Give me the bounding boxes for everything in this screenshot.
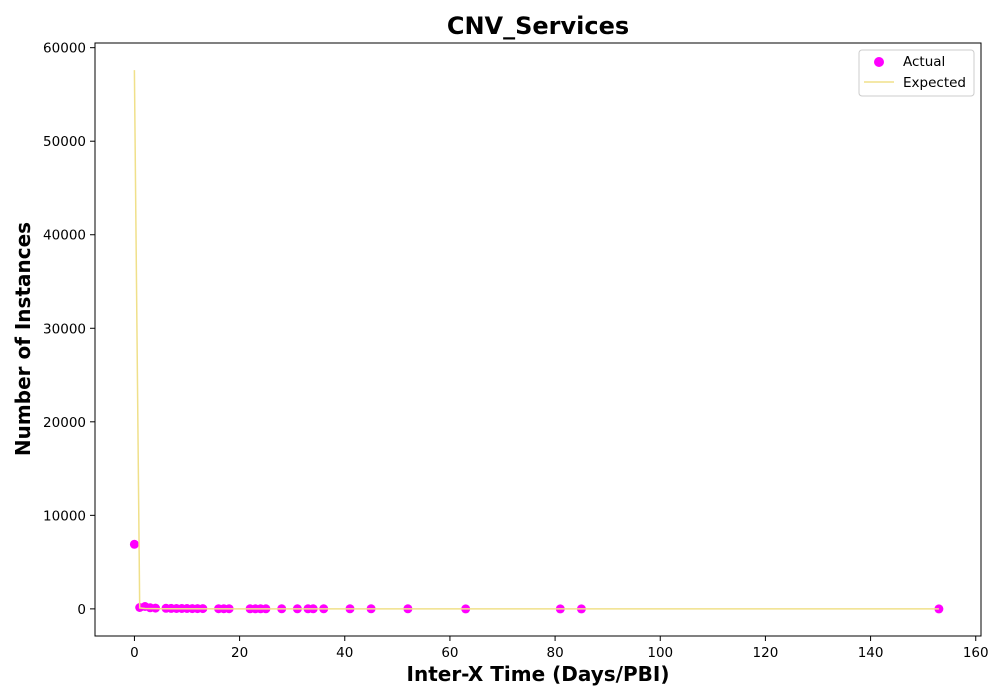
x-tick-label: 160 xyxy=(963,645,989,661)
legend: Actual Expected xyxy=(858,49,975,97)
plot-frame xyxy=(94,42,982,637)
chart-title: CNV_Services xyxy=(447,12,629,40)
x-tick-label: 40 xyxy=(336,645,353,661)
x-tick-label: 100 xyxy=(647,645,673,661)
plot-area xyxy=(129,70,944,614)
x-tick-label: 60 xyxy=(441,645,458,661)
y-tick-label: 30000 xyxy=(43,321,86,337)
axis-ticks: 0 20 40 60 80 100 120 140 160 0 10000 20000 30000 400… xyxy=(43,41,989,661)
y-tick-label: 20000 xyxy=(43,415,86,431)
y-tick-label: 40000 xyxy=(43,228,86,244)
x-tick-label: 0 xyxy=(130,645,139,661)
x-tick-label: 140 xyxy=(858,645,884,661)
x-axis-label: Inter-X Time (Days/PBI) xyxy=(407,662,670,686)
x-tick-label: 80 xyxy=(546,645,563,661)
legend-box xyxy=(858,49,975,97)
y-tick-label: 0 xyxy=(77,602,86,618)
actual-point xyxy=(129,539,139,549)
y-axis-label: Number of Instances xyxy=(11,222,35,456)
legend-actual-marker xyxy=(874,57,884,67)
y-tick-label: 60000 xyxy=(43,41,86,57)
expected-line xyxy=(133,70,939,610)
y-tick-label: 10000 xyxy=(43,508,86,524)
x-tick-label: 20 xyxy=(231,645,248,661)
legend-expected-label: Expected xyxy=(903,75,966,91)
legend-actual-label: Actual xyxy=(903,54,945,70)
x-tick-label: 120 xyxy=(753,645,779,661)
y-tick-label: 50000 xyxy=(43,134,86,150)
